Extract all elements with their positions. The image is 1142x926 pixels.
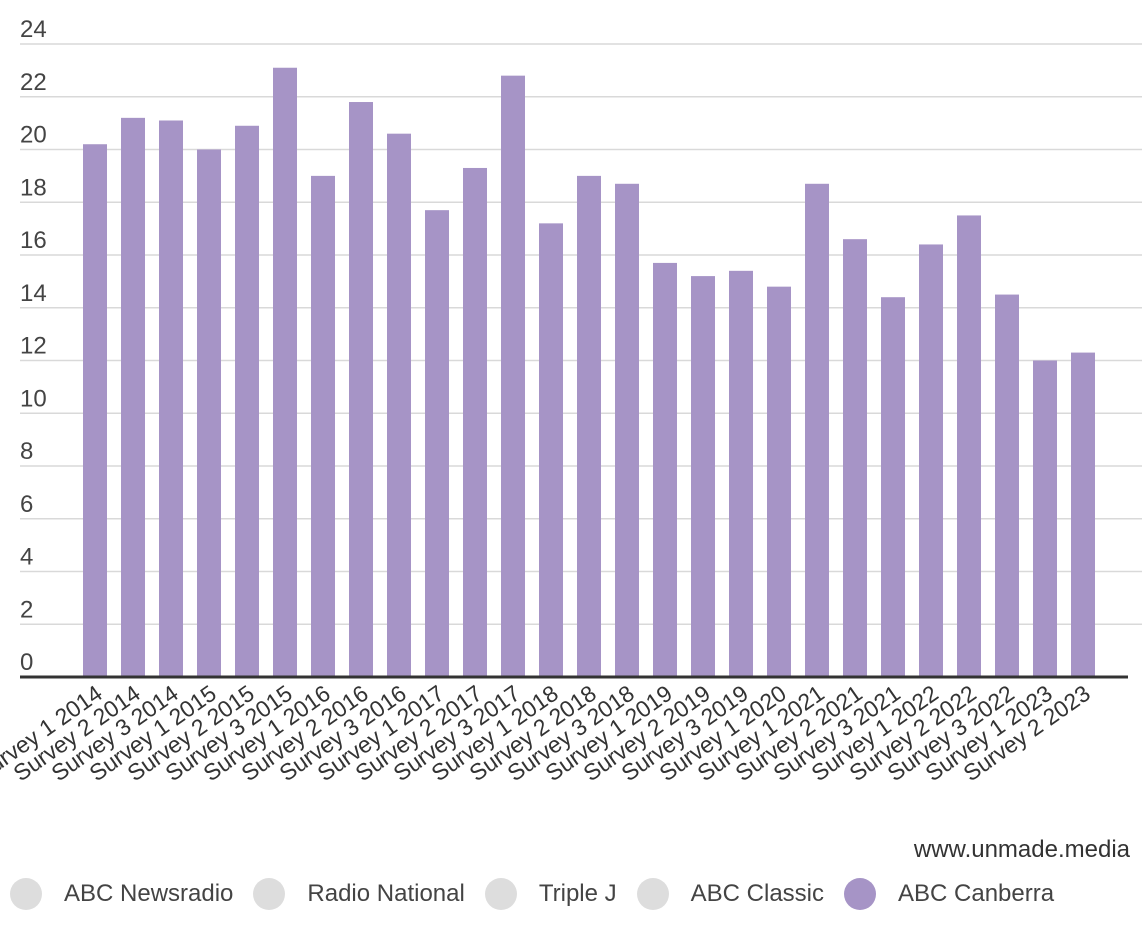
y-tick-label: 6 <box>20 491 33 518</box>
legend-label: Radio National <box>307 880 465 907</box>
bar[interactable] <box>197 149 221 678</box>
bar[interactable] <box>881 297 905 677</box>
legend-swatch-icon <box>253 878 286 910</box>
y-tick-label: 20 <box>20 122 47 149</box>
bar[interactable] <box>539 223 563 677</box>
bar[interactable] <box>349 102 373 677</box>
bar[interactable] <box>1033 360 1057 678</box>
bar[interactable] <box>1071 352 1095 677</box>
y-tick-label: 24 <box>20 16 47 43</box>
y-tick-label: 8 <box>20 438 33 465</box>
legend-item[interactable]: ABC Classic <box>636 878 824 910</box>
bar[interactable] <box>463 167 487 677</box>
bar[interactable] <box>425 210 449 677</box>
bar[interactable] <box>691 276 715 677</box>
bar[interactable] <box>843 239 867 678</box>
y-tick-label: 10 <box>20 385 47 412</box>
legend-item[interactable]: ABC Newsradio <box>10 878 233 910</box>
legend-swatch-icon <box>10 878 42 910</box>
legend-label: ABC Canberra <box>898 880 1055 907</box>
bar[interactable] <box>729 270 753 677</box>
y-tick-label: 2 <box>20 596 33 623</box>
legend-item[interactable]: Radio National <box>253 878 465 910</box>
bar[interactable] <box>83 144 107 678</box>
bar[interactable] <box>919 244 943 677</box>
bar[interactable] <box>577 175 601 677</box>
bar[interactable] <box>273 67 297 678</box>
y-tick-label: 22 <box>20 69 47 96</box>
bar[interactable] <box>311 175 335 677</box>
bar[interactable] <box>767 286 791 677</box>
legend-item[interactable]: ABC Canberra <box>844 878 1054 910</box>
legend-swatch-icon <box>844 878 876 910</box>
bars <box>83 67 1095 678</box>
bar[interactable] <box>501 75 525 677</box>
bar[interactable] <box>957 215 981 677</box>
y-tick-label: 12 <box>20 333 47 360</box>
y-tick-label: 16 <box>20 227 47 254</box>
bar[interactable] <box>121 117 145 678</box>
bar[interactable] <box>615 183 639 677</box>
bar[interactable] <box>805 183 829 677</box>
legend: ABC Newsradio Radio National Triple J ABC C… <box>10 876 1074 912</box>
credit-text: www.unmade.media <box>913 836 1130 863</box>
legend-swatch-icon <box>636 878 669 910</box>
bar[interactable] <box>653 262 677 677</box>
bar[interactable] <box>235 125 259 677</box>
y-tick-label: 4 <box>20 544 33 571</box>
legend-swatch-icon <box>484 878 517 910</box>
bar[interactable] <box>995 294 1019 677</box>
legend-label: ABC Newsradio <box>64 880 234 907</box>
bar[interactable] <box>159 120 183 678</box>
y-tick-label: 0 <box>20 649 33 676</box>
bar[interactable] <box>387 133 411 678</box>
legend-item[interactable]: Triple J <box>484 878 617 910</box>
y-tick-label: 18 <box>20 174 47 201</box>
legend-label: ABC Classic <box>690 880 824 907</box>
y-tick-label: 14 <box>20 280 47 307</box>
legend-label: Triple J <box>538 880 617 907</box>
